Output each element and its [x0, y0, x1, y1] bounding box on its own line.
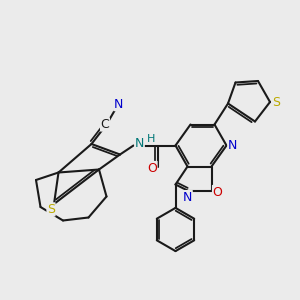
Text: C: C — [100, 118, 109, 131]
Text: N: N — [114, 98, 123, 111]
Text: S: S — [272, 95, 280, 109]
Text: O: O — [213, 185, 222, 199]
Text: H: H — [146, 134, 155, 144]
Text: O: O — [147, 161, 157, 175]
Text: N: N — [183, 190, 192, 204]
Text: S: S — [47, 203, 55, 216]
Text: N: N — [228, 139, 237, 152]
Text: N: N — [135, 136, 144, 150]
